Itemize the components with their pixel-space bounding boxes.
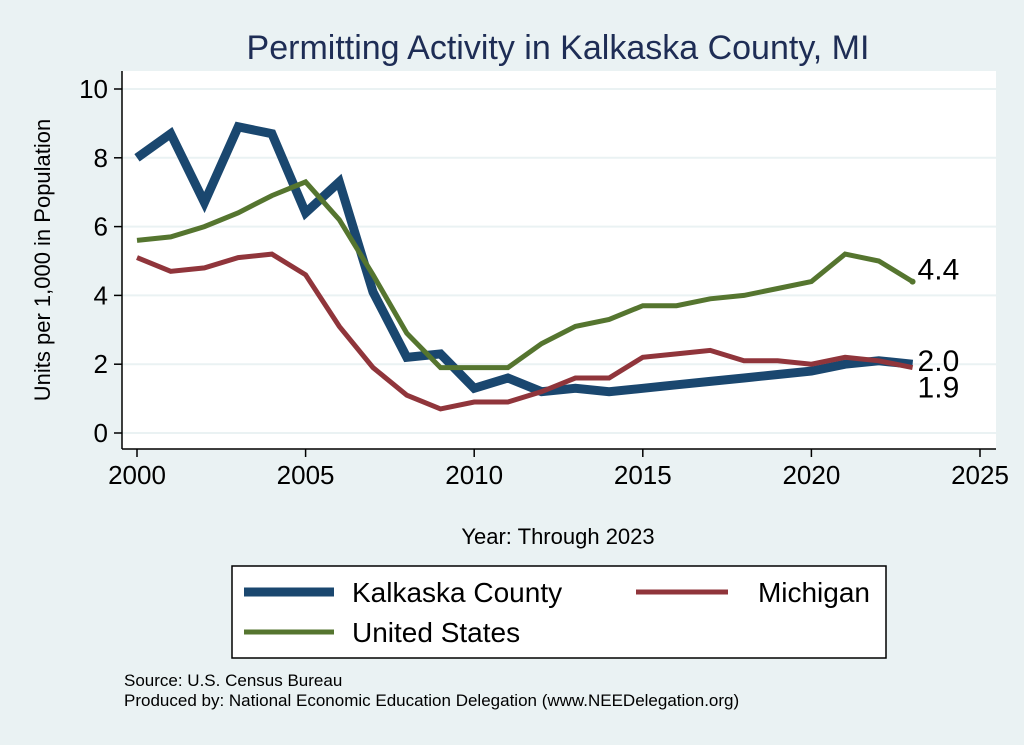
- series-lines: [134, 121, 916, 412]
- legend-label: United States: [352, 617, 520, 648]
- x-tick-label: 2015: [614, 460, 672, 490]
- end-value-labels: 4.4 2.01.9: [918, 254, 960, 405]
- x-tick-label: 2010: [445, 460, 503, 490]
- end-label-kalkaska-county: 2.0: [918, 345, 960, 378]
- series-line-united-states: [136, 178, 914, 371]
- end-label-united-states: 4.4: [918, 254, 960, 287]
- axes: 0 2 4 6 8 10 2000 2005 2010 2015 2020 2025: [79, 71, 1009, 490]
- x-axis-label: Year: Through 2023: [461, 524, 654, 549]
- y-tick-label: 4: [94, 280, 108, 310]
- y-tick-label: 6: [94, 212, 108, 242]
- legend-box: [231, 565, 887, 659]
- x-tick-label: 2025: [951, 460, 1009, 490]
- y-tick-label: 0: [94, 418, 108, 448]
- source-note: Source: U.S. Census Bureau: [124, 671, 343, 690]
- x-tick-label: 2005: [277, 460, 335, 490]
- y-axis-label: Units per 1,000 in Population: [30, 119, 55, 402]
- end-label-michigan: 1.9: [918, 372, 960, 405]
- y-tick-label: 2: [94, 349, 108, 379]
- legend: Kalkaska County Michigan United States: [231, 565, 887, 659]
- y-tick-label: 8: [94, 143, 108, 173]
- x-tick-label: 2000: [108, 460, 166, 490]
- end-point-marker: [909, 278, 916, 285]
- legend-label: Michigan: [758, 577, 870, 608]
- x-tick-label: 2020: [782, 460, 840, 490]
- series-line-michigan: [136, 251, 914, 412]
- producer-note: Produced by: National Economic Education…: [124, 691, 740, 710]
- y-tick-label: 10: [79, 74, 108, 104]
- chart-title: Permitting Activity in Kalkaska County, …: [247, 29, 870, 67]
- series-line-kalkaska-county: [134, 121, 914, 397]
- gridlines: [122, 88, 996, 434]
- legend-label: Kalkaska County: [352, 577, 562, 608]
